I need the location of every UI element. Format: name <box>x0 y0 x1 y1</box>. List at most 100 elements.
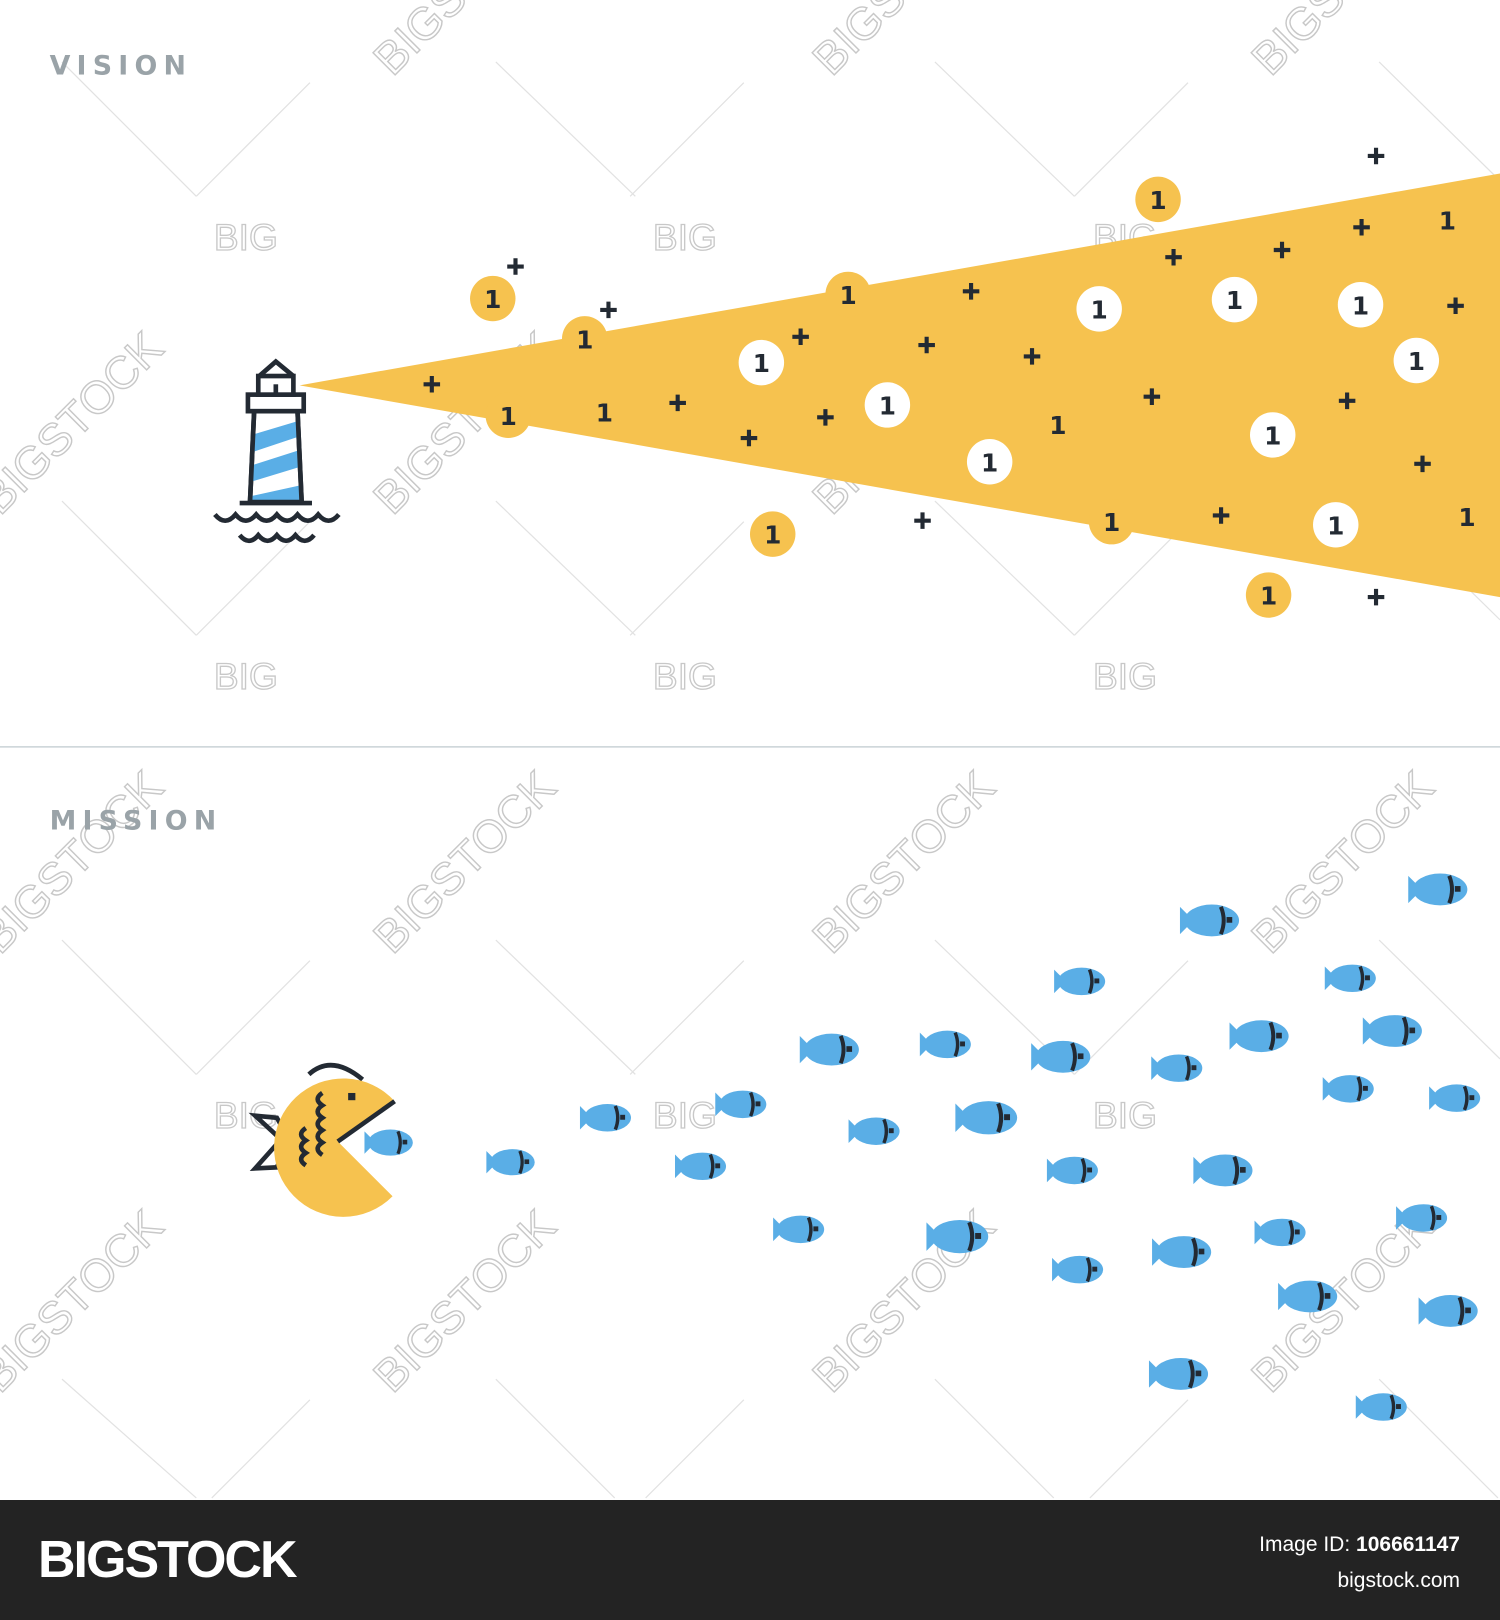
coin-circle <box>738 339 785 386</box>
watermark-text: BIGSTOCK <box>803 0 1005 85</box>
footer-bar: BIGSTOCK Image ID: 106661147 bigstock.co… <box>0 1500 1500 1620</box>
site-link[interactable]: bigstock.com <box>1337 1569 1460 1592</box>
coin-value: 1 <box>840 281 857 310</box>
coin-circle <box>864 382 911 428</box>
watermark-text: BIGSTOCK <box>364 0 566 85</box>
small-fish-icon <box>1429 1084 1481 1112</box>
coin-value: 1 <box>1260 582 1277 611</box>
watermark-line <box>211 1399 311 1499</box>
coin-value: 1 <box>1226 286 1243 315</box>
coin-circle <box>1245 572 1292 618</box>
plus-icon <box>669 394 686 412</box>
small-fish-icon <box>1418 1295 1478 1327</box>
plus-icon <box>740 429 758 447</box>
plus-icon <box>817 409 834 426</box>
plus-icon <box>1353 219 1370 236</box>
lighthouse-icon <box>213 358 341 544</box>
coin-value: 1 <box>1439 207 1456 236</box>
coin-circle <box>561 316 608 362</box>
coin-icon: 1 <box>1211 276 1258 323</box>
plus-icon <box>423 376 441 393</box>
watermark-line <box>1073 521 1189 636</box>
watermark-line <box>195 960 311 1075</box>
watermark-small-text: BIG <box>1093 655 1157 697</box>
small-fish-icon <box>1148 1358 1209 1390</box>
plus-icon <box>1023 348 1041 365</box>
watermark-text: BIGSTOCK <box>364 761 566 963</box>
small-fish-icon <box>919 1030 971 1059</box>
coin-value: 1 <box>576 325 593 354</box>
watermark-small-text: BIG <box>653 655 717 697</box>
small-fish-icon <box>1151 1054 1203 1082</box>
big-fish-icon <box>248 1062 396 1217</box>
watermark-small-text: BIG <box>653 1094 717 1136</box>
coin-circle <box>1313 502 1359 548</box>
watermark-line <box>1073 82 1189 197</box>
watermark-line <box>1089 1399 1189 1499</box>
image-id-label: Image ID: <box>1259 1533 1351 1556</box>
small-fish-icon <box>1355 1393 1407 1421</box>
small-fish-icon <box>1054 967 1106 996</box>
coin-icon: 1 <box>1439 207 1456 236</box>
coins: 1 1 1 1 1 1 1 1 1 1 1 1 1 1 1 1 1 1 1 1 1 <box>470 176 1476 618</box>
coin-value: 1 <box>879 391 896 420</box>
small-fish-icon <box>1046 1156 1098 1185</box>
watermark-small-text: BIG <box>1093 1094 1157 1136</box>
coin-icon: 1 <box>596 399 613 428</box>
coin-value: 1 <box>981 448 998 477</box>
watermark-text: BIGSTOCK <box>0 322 173 524</box>
watermark-small-text: BIG <box>653 216 717 258</box>
small-fish-icon <box>1052 1255 1104 1284</box>
watermark-line <box>495 500 636 636</box>
plus-icon <box>962 283 980 300</box>
plus-icon <box>1367 147 1385 165</box>
small-fish-icon <box>715 1090 767 1119</box>
watermark-line <box>495 1378 616 1499</box>
small-fish-icon <box>848 1117 900 1145</box>
coin-icon: 1 <box>1393 337 1440 384</box>
watermark-line <box>629 521 745 636</box>
watermark-line <box>934 61 1075 197</box>
small-fish-icon <box>1324 964 1376 993</box>
mission-label: MISSION <box>50 806 223 837</box>
watermark-line <box>1378 939 1500 1060</box>
coin-icon: 1 <box>1250 412 1296 458</box>
coin-icon: 1 <box>1313 502 1359 548</box>
watermark-small-text: BIG <box>214 216 278 258</box>
small-fish-icon <box>675 1152 727 1181</box>
watermark-text: BIGSTOCK <box>364 1200 566 1402</box>
watermark-line <box>61 61 197 197</box>
plus-icon <box>792 328 809 346</box>
watermark-line <box>195 82 311 197</box>
coin-icon: 1 <box>1076 286 1122 332</box>
coin-icon: 1 <box>738 339 785 386</box>
brand-logo: BIGSTOCK <box>38 1531 298 1589</box>
plus-icon <box>914 512 931 529</box>
coin-circle <box>750 511 796 557</box>
watermark-text: BIGSTOCK <box>0 761 173 963</box>
small-fish-icon <box>1362 1015 1422 1047</box>
image-id: Image ID: 106661147 <box>1259 1532 1460 1558</box>
coin-circle <box>966 439 1013 485</box>
small-fish-icon <box>1396 1204 1448 1232</box>
vision-label: VISION <box>50 50 193 81</box>
coin-circle <box>1076 286 1122 332</box>
watermark-text: BIGSTOCK <box>803 761 1005 963</box>
coin-value: 1 <box>1049 411 1066 440</box>
coin-icon: 1 <box>750 511 796 557</box>
watermark-line <box>645 1399 745 1499</box>
coin-value: 1 <box>596 399 613 428</box>
watermark-line <box>61 500 197 636</box>
coin-value: 1 <box>500 402 517 431</box>
coin-circle <box>1337 282 1384 328</box>
small-fish-icon <box>486 1149 535 1176</box>
watermark-line <box>1378 61 1500 182</box>
plus-icon <box>600 301 617 319</box>
coin-circle <box>485 392 531 439</box>
light-beam <box>299 173 1500 598</box>
coin-icon: 1 <box>485 392 531 439</box>
plus-icon <box>1212 507 1230 524</box>
watermark-line <box>1073 960 1189 1075</box>
coin-value: 1 <box>1091 295 1108 324</box>
coin-circle <box>470 275 516 322</box>
